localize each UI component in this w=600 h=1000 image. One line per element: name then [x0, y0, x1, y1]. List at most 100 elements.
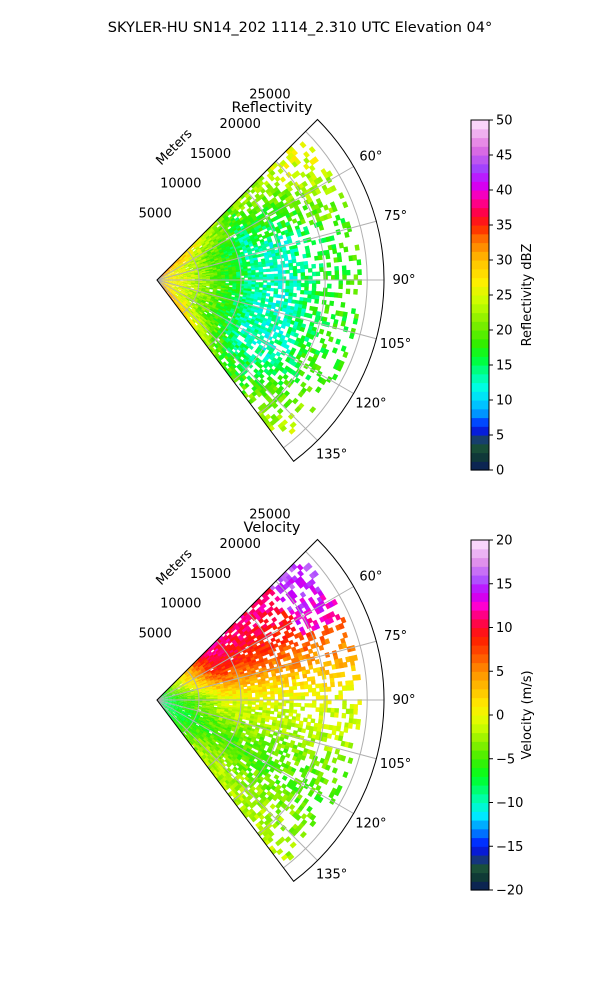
colorbar-tick-label: 20 — [496, 324, 513, 339]
colorbar-segment — [471, 776, 489, 786]
range-tick-label: 15000 — [190, 147, 231, 162]
colorbar-segment — [471, 706, 489, 716]
colorbar-segment — [471, 128, 489, 139]
azimuth-spoke — [156, 586, 354, 701]
range-tick-label: 10000 — [160, 597, 201, 612]
range-ring — [181, 669, 200, 734]
azimuth-tick-label: 75° — [384, 209, 407, 224]
velocity-title: Velocity — [244, 520, 301, 536]
range-ring — [283, 551, 368, 869]
colorbar-tick-label: 0 — [496, 464, 504, 479]
colorbar-segment — [471, 767, 489, 777]
colorbar-segment — [471, 872, 489, 882]
reflectivity-title: Reflectivity — [232, 100, 313, 116]
colorbar-segment — [471, 618, 489, 629]
colorbar-segment — [471, 627, 489, 637]
colorbar-segment — [471, 443, 489, 454]
range-ring — [232, 190, 284, 382]
colorbar-tick-label: 20 — [496, 534, 513, 549]
colorbar-segment — [471, 312, 489, 322]
azimuth-spoke — [156, 166, 354, 281]
azimuth-spoke — [156, 699, 354, 814]
sector-frame — [156, 118, 385, 462]
colorbar-segment — [471, 260, 489, 270]
colorbar-segment — [471, 155, 489, 165]
range-ring — [232, 610, 284, 802]
azimuth-spoke — [156, 699, 318, 861]
range-tick-label: 5000 — [139, 206, 172, 221]
colorbar-segment — [471, 610, 489, 620]
range-ring — [207, 220, 242, 348]
colorbar-segment — [471, 540, 489, 550]
range-ring — [257, 160, 326, 415]
colorbar-segment — [471, 225, 489, 235]
range-tick-label: 5000 — [139, 626, 172, 641]
colorbar-segment — [471, 855, 489, 865]
colorbar-segment — [471, 575, 489, 585]
colorbar-segment — [471, 137, 489, 147]
colorbar-segment — [471, 382, 489, 392]
azimuth-spoke — [156, 279, 377, 340]
colorbar-segment — [471, 645, 489, 655]
range-ring — [257, 580, 326, 835]
colorbar-segment — [471, 697, 489, 707]
colorbar-segment — [471, 286, 489, 296]
colorbar-segment — [471, 268, 489, 279]
colorbar-segment — [471, 592, 489, 602]
colorbar-segment — [471, 688, 489, 699]
colorbar-segment — [471, 680, 489, 690]
colorbar-tick-label: −10 — [496, 796, 523, 811]
azimuth-tick-label: 90° — [392, 693, 415, 708]
colorbar-segment — [471, 785, 489, 795]
colorbar-segment — [471, 330, 489, 340]
colorbar-segment — [471, 163, 489, 174]
colorbar-segment — [471, 662, 489, 672]
range-tick-label: 10000 — [160, 177, 201, 192]
colorbar-segment — [471, 837, 489, 847]
colorbar-tick-label: 10 — [496, 621, 513, 636]
colorbar-segment — [471, 417, 489, 427]
colorbar-tick-label: 45 — [496, 149, 513, 164]
colorbar-tick-label: 35 — [496, 219, 513, 234]
colorbar-tick-label: −5 — [496, 752, 515, 767]
colorbar-segment — [471, 181, 489, 191]
colorbar-segment — [471, 338, 489, 349]
colorbar-tick-label: 5 — [496, 665, 504, 680]
colorbar-tick-label: 10 — [496, 394, 513, 409]
colorbar-segment — [471, 715, 489, 725]
colorbar-segment — [471, 566, 489, 576]
azimuth-spoke — [156, 640, 377, 701]
polar-grid — [156, 131, 384, 449]
colorbar-tick-label: 50 — [496, 114, 513, 129]
colorbar-segment — [471, 548, 489, 559]
colorbar-segment — [471, 295, 489, 305]
sector-frame — [156, 538, 385, 882]
range-ring — [207, 640, 242, 768]
colorbar-segment — [471, 233, 489, 244]
range-tick-label: 20000 — [220, 117, 261, 132]
colorbar-segment — [471, 820, 489, 830]
reflectivity-polar-plot: 60° 75° 90° 105° 120° 135° 5000 10000 15000 20000… — [139, 87, 416, 462]
azimuth-tick-label: 60° — [359, 150, 382, 165]
range-ring — [283, 131, 368, 449]
colorbar-segment — [471, 172, 489, 182]
reflectivity-colorbar: 0 5 10 15 20 25 30 35 40 45 50 Reflectivity dBZ — [470, 114, 535, 479]
colorbar-tick-label: 0 — [496, 709, 504, 724]
range-tick-label: 25000 — [249, 507, 290, 522]
figure-suptitle: SKYLER-HU SN14_202 1114_2.310 UTC Elevat… — [108, 20, 492, 36]
range-ring — [181, 249, 200, 314]
colorbar-segment — [471, 758, 489, 769]
azimuth-tick-label: 120° — [355, 397, 386, 412]
colorbar-tick-label: 40 — [496, 184, 513, 199]
colorbar-segment — [471, 120, 489, 130]
azimuth-tick-label: 135° — [316, 868, 347, 883]
reflectivity-panel: Reflectivity 60° 75° 90° 105° 120° 135° 5000 10… — [139, 87, 535, 478]
colorbar-segment — [471, 277, 489, 287]
colorbar-segment — [471, 636, 489, 646]
colorbar-segment — [471, 863, 489, 874]
colorbar-segment — [471, 811, 489, 821]
radar-field — [157, 141, 362, 435]
colorbar-segment — [471, 303, 489, 314]
colorbar-tick-label: 30 — [496, 254, 513, 269]
azimuth-tick-label: 120° — [355, 817, 386, 832]
